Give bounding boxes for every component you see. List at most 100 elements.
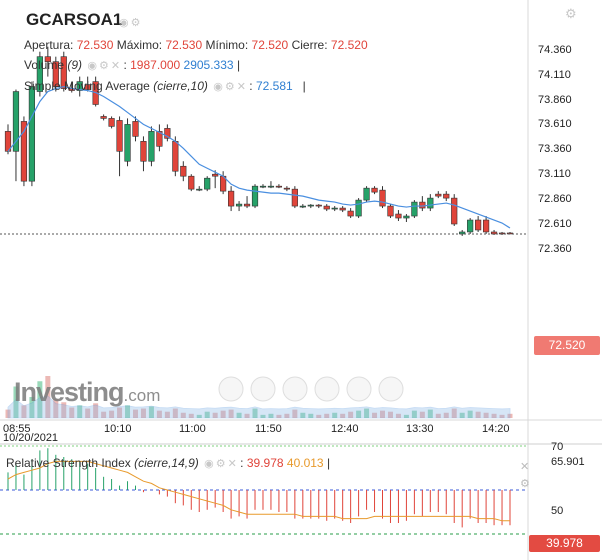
volume-bar [499,414,505,418]
maximo-label: Máximo: [116,38,163,52]
volume-bar [427,409,433,418]
y-tick-label: 74.110 [538,68,571,81]
volume-bar [459,412,465,418]
rsi-ma-value: 40.013 [286,456,324,470]
candle-body [419,201,426,209]
eye-icon[interactable]: ◉ [87,60,97,72]
minimo-label: Mínimo: [205,38,249,52]
rsi-tick-label: 50 [551,505,564,517]
candle-body [100,116,107,119]
apertura-value: 72.530 [76,38,114,52]
volume-bar [29,397,35,418]
toolbar-button [346,376,372,402]
x-tick-label: 10:10 [104,423,132,435]
volume-bar [300,412,306,418]
gear-icon[interactable]: ⚙ [99,60,109,72]
gear-icon[interactable]: ⚙ [130,17,141,29]
volume-bar [475,411,481,418]
candle-body [204,177,211,190]
volume-bar [324,413,330,418]
toolbar-button [378,376,404,402]
volume-bar [387,411,393,418]
volume-bar [443,412,449,418]
volume-bar [45,376,51,418]
rsi-settings-icon[interactable]: ⚙ [520,478,530,490]
volume-bar [467,410,473,418]
volume-bar [276,414,282,418]
candle-body [132,121,139,137]
volume-bar [332,412,338,418]
watermark-brand: Investing [14,377,125,407]
gear-icon[interactable]: ⚙ [215,458,226,470]
volume-bar [196,414,202,418]
volume-bar [140,408,146,418]
volume-bar [69,407,75,418]
candle-body [251,185,259,207]
rsi-legend: Relative Strength Index (cierre,14,9) ◉ ⚙… [6,456,331,470]
eye-icon[interactable]: ◉ [119,17,129,29]
volume-bar [507,413,513,418]
candle-body [140,141,147,162]
volume-bar [395,413,401,418]
volume-bar [77,405,83,418]
volume-bar [53,399,59,418]
candle-body [275,185,283,188]
volume-bar [5,409,11,418]
volume-bar [252,408,258,418]
eye-icon[interactable]: ◉ [213,81,223,93]
volume-bar [93,403,99,418]
rsi-ma-line [7,460,510,522]
volume-bar [483,412,489,418]
volume-bar [61,402,67,418]
volume-bar [451,408,457,418]
candle-body [164,128,171,139]
candle-body [371,187,378,193]
volume-bar [356,410,362,418]
candle-body [228,190,235,207]
y-tick-label: 72.610 [538,218,572,230]
candle-body [403,215,410,219]
volume-label: Volume [24,58,65,72]
volume-bar [244,413,250,418]
volume-bar [180,412,186,418]
volume-bar [212,412,218,418]
candle-body [36,56,43,92]
candle-body [459,231,466,235]
volume-bar [364,408,370,418]
candle-body [52,61,59,87]
close-icon[interactable]: ✕ [236,81,246,93]
eye-icon[interactable]: ◉ [204,458,214,470]
volume-bar [308,413,314,418]
candle-body [20,121,28,182]
cierre-value: 72.520 [330,38,368,52]
x-tick-label: 08:55 [3,423,31,435]
candle-body [156,131,163,147]
volume-ma-area [7,395,511,419]
gear-icon[interactable]: ⚙ [224,81,235,93]
candle-body [116,120,123,152]
x-date-label: 10/20/2021 [3,432,59,444]
settings-icon[interactable]: ⚙ [565,6,577,21]
candle-body [12,91,20,152]
toolbar-button [250,376,276,402]
watermark-suffix: .com [123,386,161,405]
sma-param: (cierre,10) [153,79,208,93]
y-tick-label: 73.610 [538,118,572,131]
volume-bar [380,410,386,418]
candle-body [235,203,243,207]
candle-body [84,84,91,90]
close-icon[interactable]: ✕ [110,60,121,72]
x-tick-label: 11:00 [179,423,206,435]
title-icons[interactable]: ◉ ⚙ [117,13,140,31]
candle-body [435,193,442,197]
minimo-value: 72.520 [251,38,289,52]
volume-bar [491,413,497,418]
candle-body [475,219,482,231]
volume-bar [85,408,91,418]
rsi-label: Relative Strength Index [6,456,131,470]
rsi-close-icon[interactable]: ✕ [520,461,530,473]
close-icon[interactable]: ✕ [227,458,237,470]
volume-bar [260,414,266,418]
candle-body [331,207,338,210]
